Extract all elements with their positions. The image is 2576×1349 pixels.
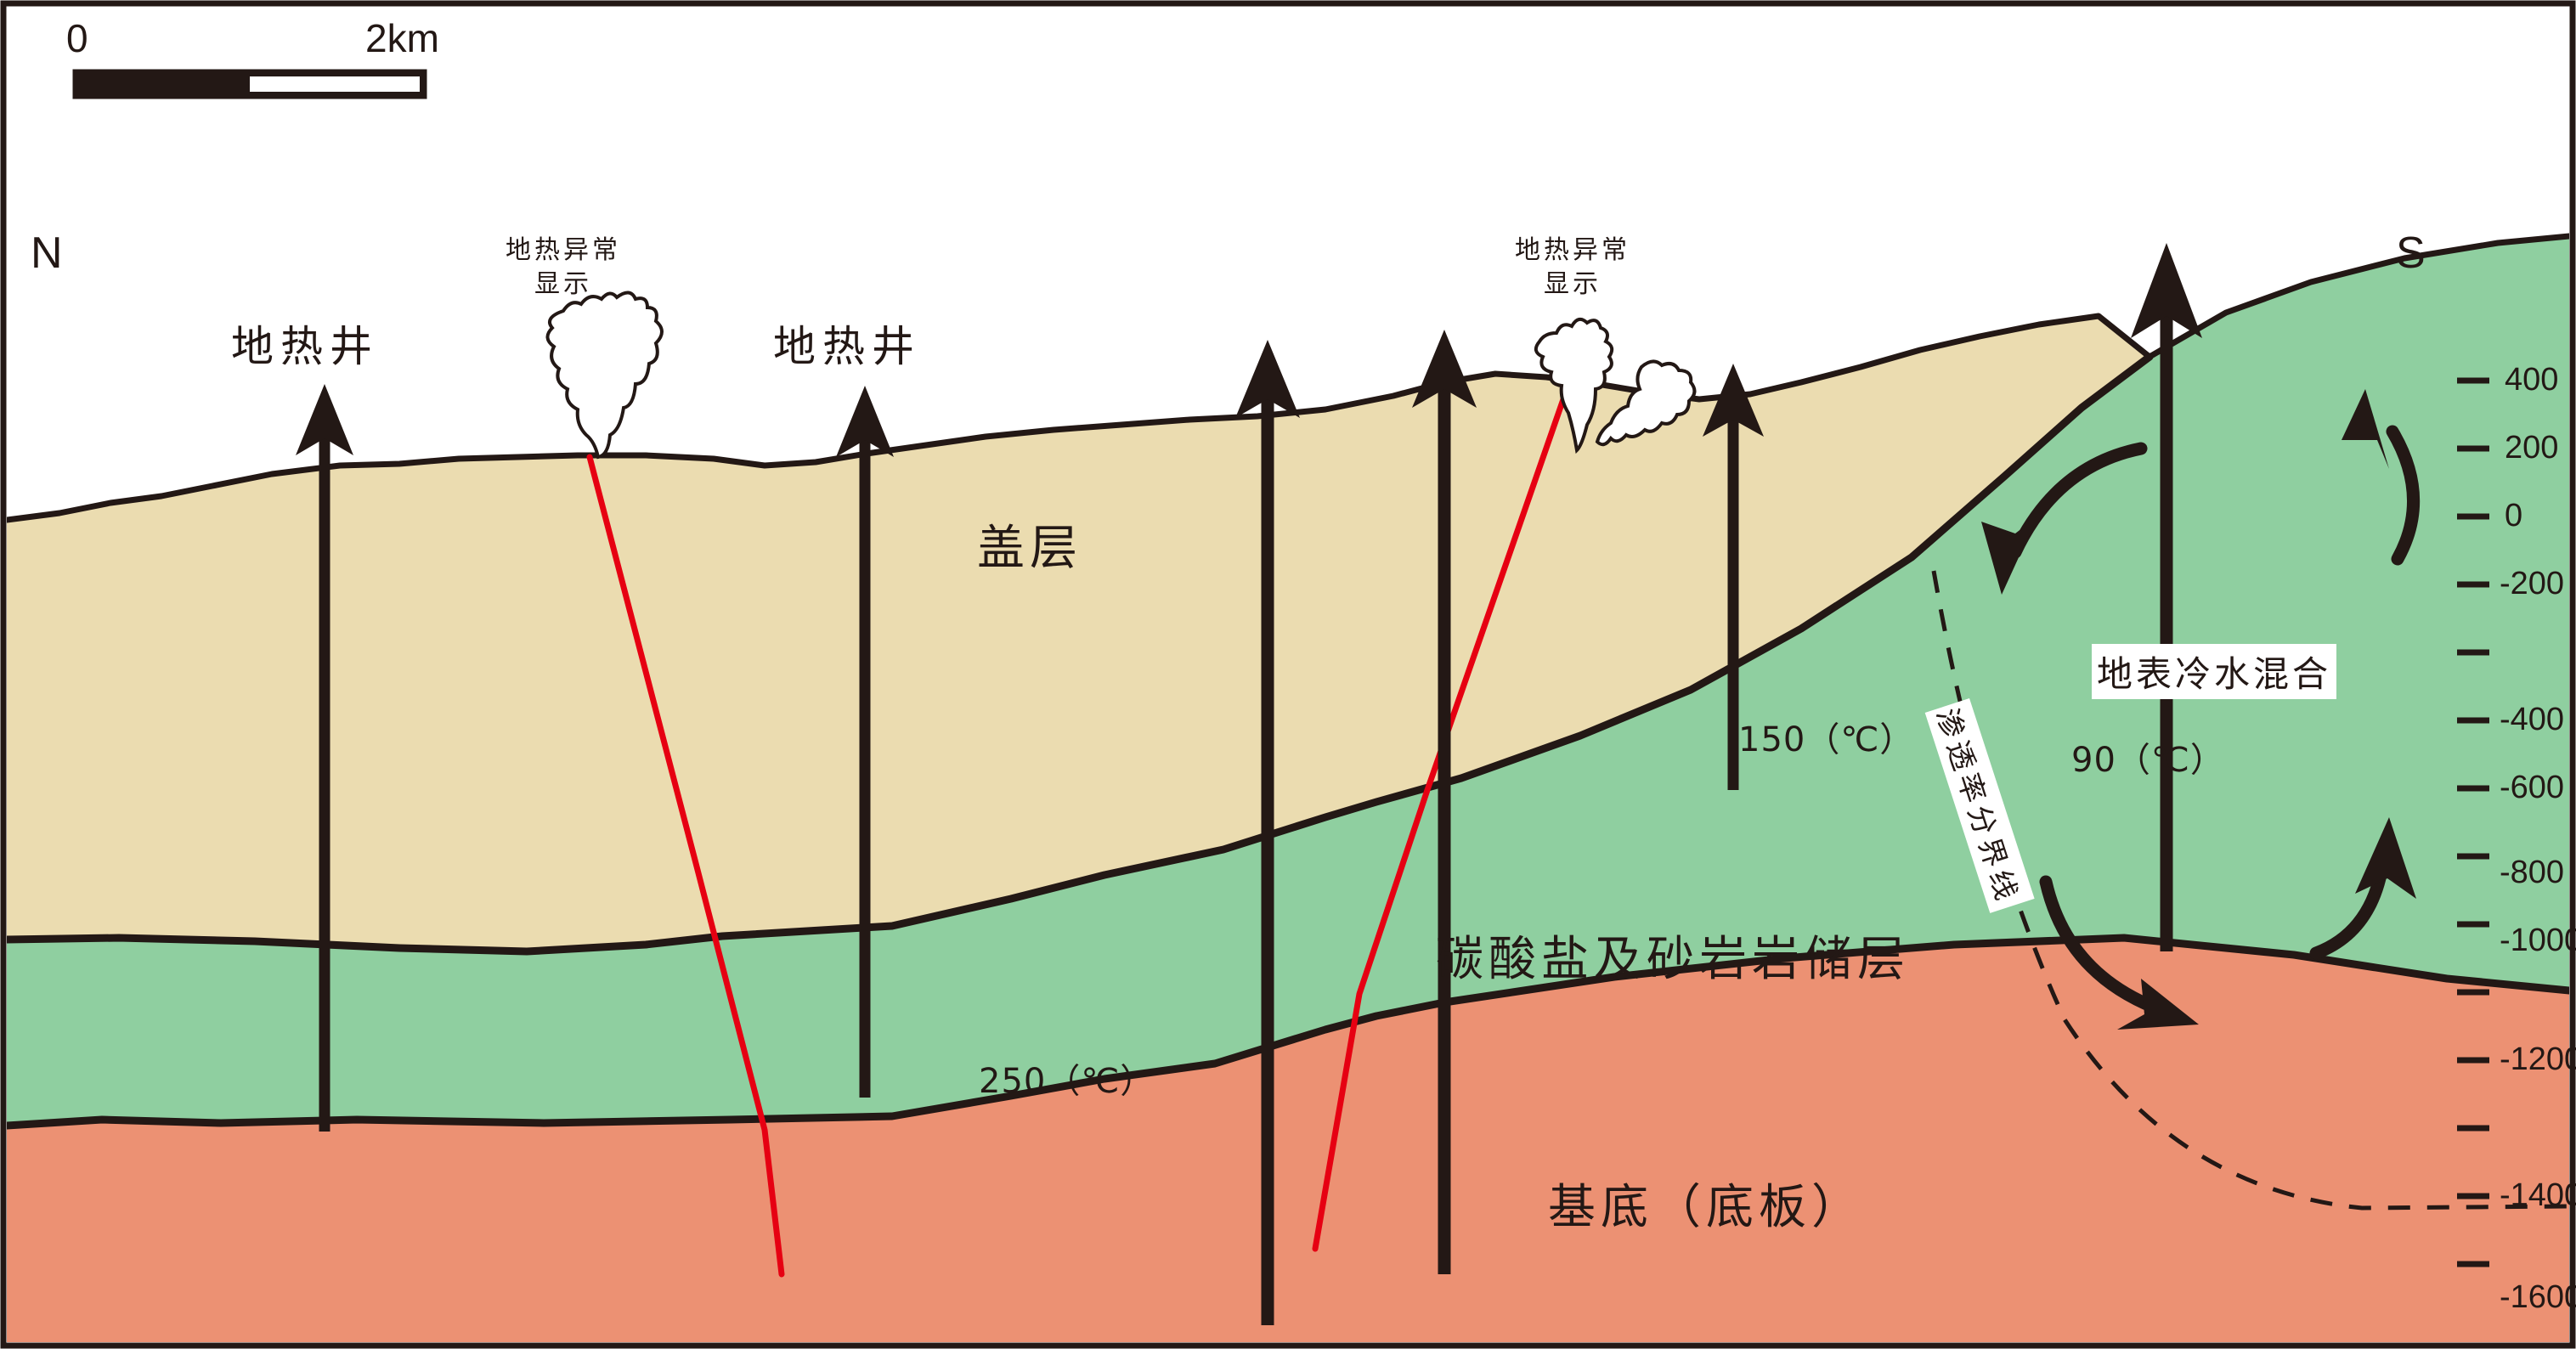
anomaly-1-label-line1: 地热异常 bbox=[506, 235, 621, 265]
layer-basement bbox=[7, 938, 2569, 1342]
cold-water-mixing-label: 地表冷水混合 bbox=[2092, 644, 2337, 699]
well-5[interactable] bbox=[1703, 364, 1764, 790]
well-2-arrowhead bbox=[836, 386, 894, 457]
axis-tick-label-200: 200 bbox=[2505, 430, 2559, 466]
layer-caprock bbox=[7, 316, 2149, 951]
anomaly-1-outline bbox=[545, 291, 664, 460]
layer-basement-label: 基底（底板） bbox=[1548, 1180, 1864, 1235]
fault-line-2 bbox=[1312, 396, 1567, 1252]
axis-tick-label-m800: -800 bbox=[2500, 855, 2565, 890]
scalebar-left-label: 0 bbox=[66, 16, 88, 60]
well-5-arrowhead bbox=[1703, 364, 1764, 437]
axis-tick-label-0: 0 bbox=[2505, 498, 2523, 533]
anomaly-2-label-line1: 地热异常 bbox=[1515, 235, 1630, 265]
well-4[interactable] bbox=[1412, 330, 1477, 1274]
well-6-arrowhead bbox=[2131, 243, 2202, 338]
circulation-arrow-top-left bbox=[1981, 442, 2148, 595]
circulation-arrow-top-right bbox=[2342, 389, 2421, 566]
depth-axis-ticks bbox=[2457, 377, 2489, 1267]
axis-tick-label-m1200: -1200 bbox=[2500, 1041, 2576, 1077]
well-4-arrowhead bbox=[1412, 330, 1477, 408]
axis-tick-label-m1400: -1400 bbox=[2500, 1177, 2576, 1213]
anomaly-1-label-line2: 显示 bbox=[534, 269, 592, 299]
well-2[interactable] bbox=[836, 386, 894, 1098]
anomaly-2-outline-b bbox=[1595, 359, 1697, 447]
layer-caprock-label: 盖层 bbox=[977, 521, 1082, 576]
temperature-label-250: 250（℃） bbox=[979, 1062, 1155, 1101]
axis-tick-label-m1600: -1600 bbox=[2500, 1279, 2576, 1315]
compass-north-label: N bbox=[31, 229, 63, 278]
scalebar-right-label: 2km bbox=[365, 16, 439, 60]
circulation-arrow-bottom-left bbox=[2039, 875, 2199, 1030]
axis-tick-label-m400: -400 bbox=[2500, 702, 2565, 737]
well-3[interactable] bbox=[1235, 340, 1300, 1325]
axis-tick-label-m200: -200 bbox=[2500, 566, 2565, 601]
well-3-arrowhead bbox=[1235, 340, 1300, 418]
well-1-arrowhead bbox=[296, 384, 353, 455]
well-1[interactable] bbox=[296, 384, 353, 1132]
well-2-label: 地热井 bbox=[773, 322, 921, 371]
boundary-caprock-reservoir bbox=[7, 353, 2154, 956]
anomaly-2-outline-a bbox=[1534, 317, 1614, 454]
well-6[interactable] bbox=[2131, 243, 2202, 951]
compass-south-label: S bbox=[2396, 229, 2426, 278]
layer-reservoir-label: 碳酸盐及砂岩岩储层 bbox=[1436, 932, 1910, 987]
circulation-arrow-bottom-right bbox=[2309, 817, 2416, 960]
anomaly-2-label-line2: 显示 bbox=[1544, 269, 1602, 299]
fault-line-1 bbox=[586, 454, 785, 1278]
layer-reservoir bbox=[7, 236, 2569, 1126]
temperature-label-150: 150（℃） bbox=[1738, 720, 1915, 759]
temperature-label-90: 90（℃） bbox=[2071, 741, 2225, 780]
boundary-ground-surface bbox=[7, 233, 2569, 523]
axis-tick-label-400: 400 bbox=[2505, 362, 2559, 398]
axis-tick-label-m600: -600 bbox=[2500, 770, 2565, 805]
well-1-label: 地热井 bbox=[231, 322, 379, 371]
axis-tick-label-m1000: -1000 bbox=[2500, 923, 2576, 958]
scale-bar bbox=[72, 69, 427, 99]
